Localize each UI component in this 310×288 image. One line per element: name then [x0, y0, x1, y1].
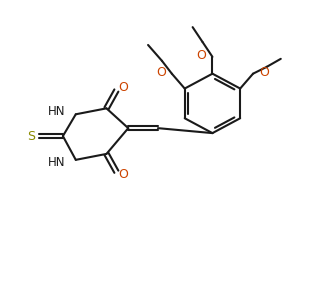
Text: O: O: [259, 66, 269, 79]
Text: HN: HN: [48, 105, 66, 118]
Text: S: S: [27, 130, 35, 143]
Text: O: O: [118, 81, 128, 94]
Text: O: O: [156, 66, 166, 79]
Text: O: O: [118, 168, 128, 181]
Text: HN: HN: [48, 156, 66, 169]
Text: O: O: [197, 49, 206, 62]
